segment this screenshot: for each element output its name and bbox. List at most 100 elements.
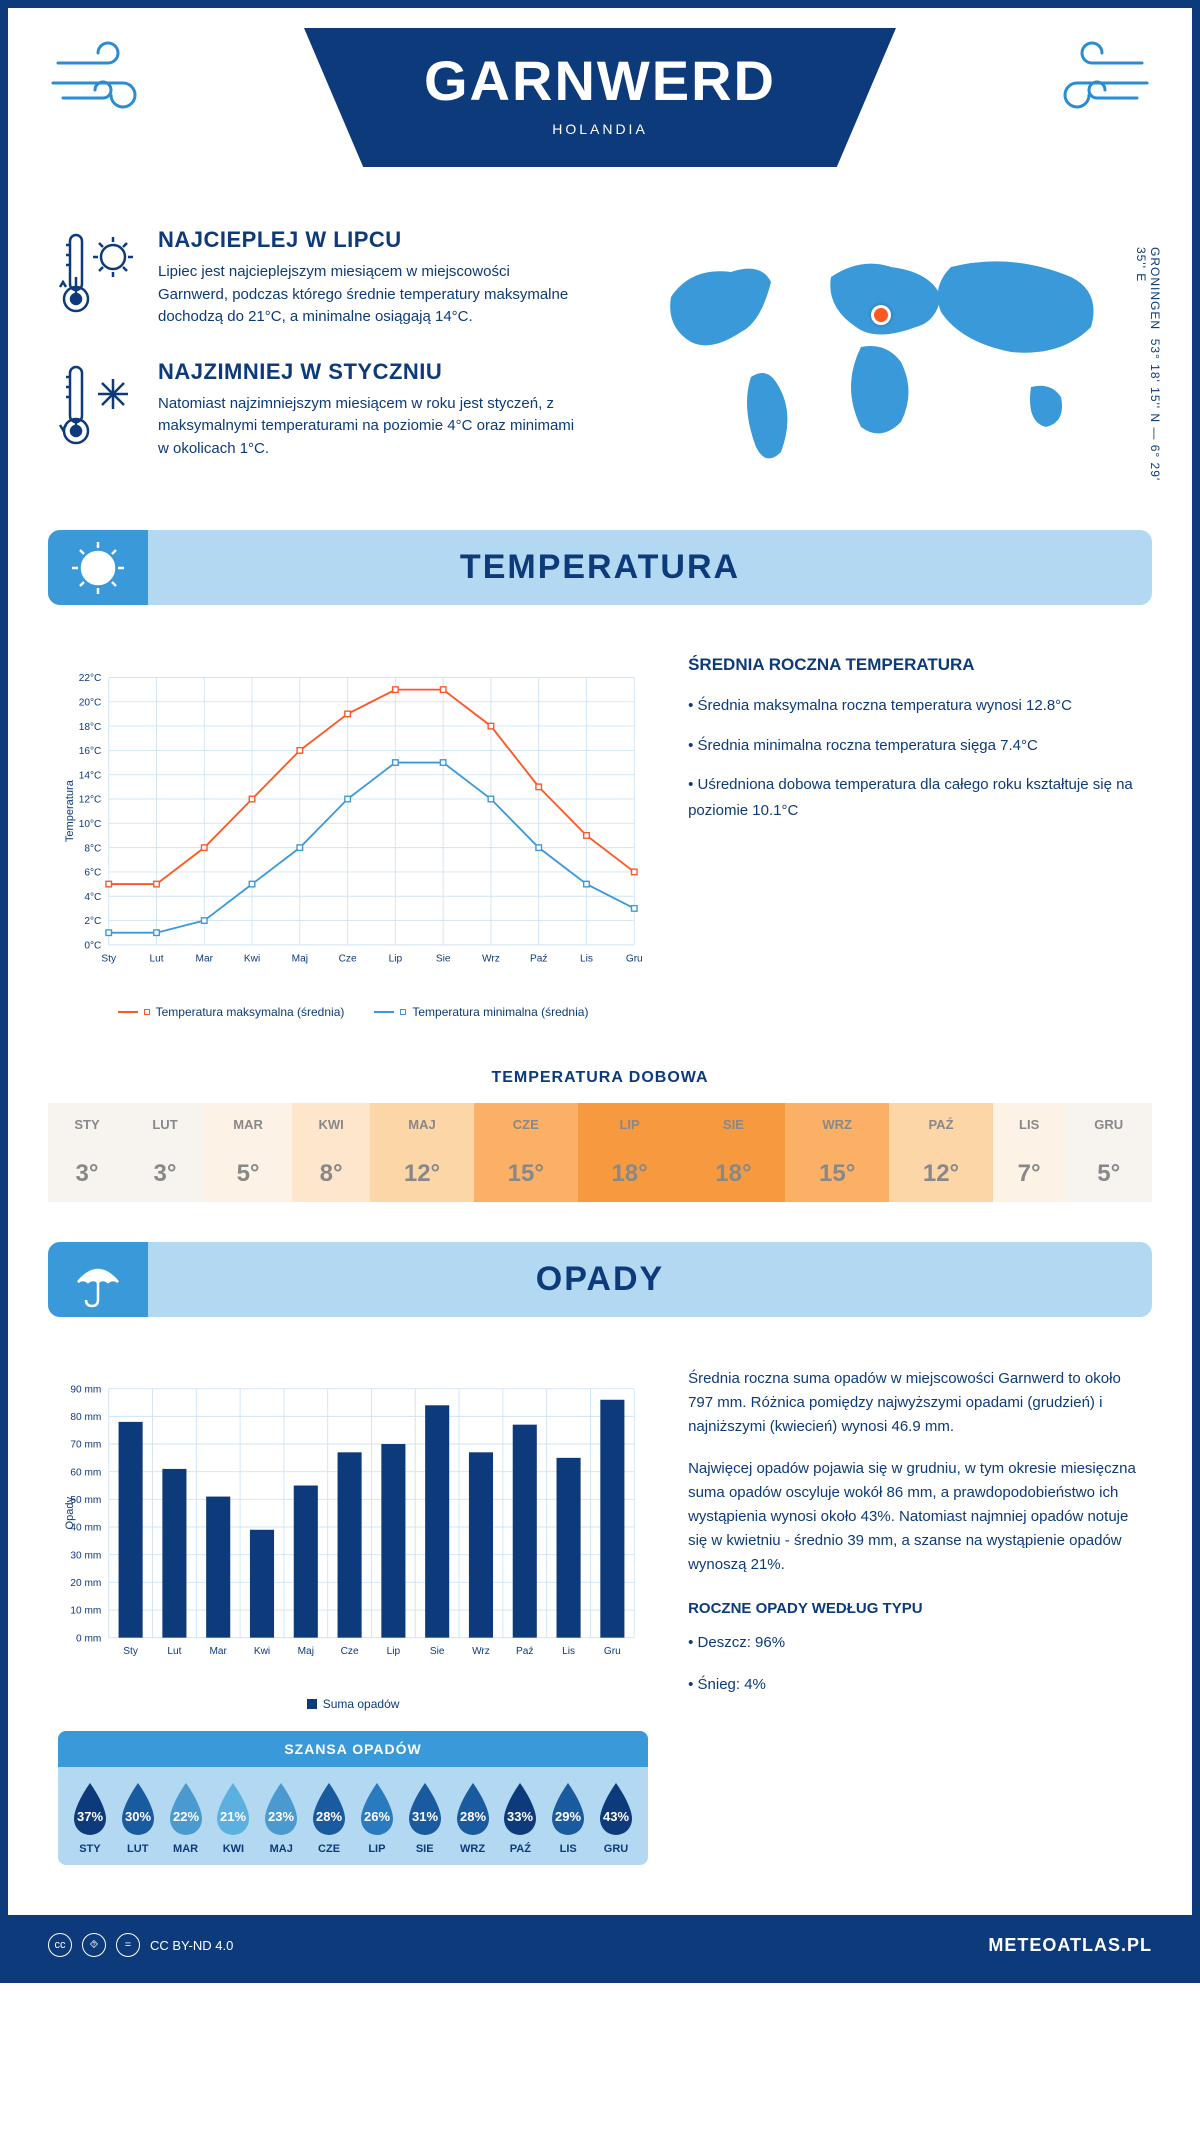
svg-text:90 mm: 90 mm: [70, 1384, 101, 1395]
svg-text:22°C: 22°C: [79, 673, 102, 684]
svg-text:Gru: Gru: [626, 953, 643, 964]
daily-temp-title: TEMPERATURA DOBOWA: [48, 1069, 1152, 1087]
cc-icon: cc: [48, 1933, 72, 1957]
temperature-legend: Temperatura maksymalna (średnia) Tempera…: [58, 1005, 648, 1019]
svg-text:28%: 28%: [460, 1809, 486, 1824]
svg-text:Lut: Lut: [167, 1646, 181, 1657]
svg-text:8°C: 8°C: [84, 843, 101, 854]
header: GARNWERD HOLANDIA: [8, 8, 1192, 207]
wind-icon: [1042, 38, 1152, 132]
svg-text:80 mm: 80 mm: [70, 1412, 101, 1423]
month-header: MAR: [204, 1103, 292, 1146]
umbrella-icon: [48, 1242, 148, 1317]
rain-drop: 31% SIE: [403, 1781, 447, 1855]
svg-text:22%: 22%: [173, 1809, 199, 1824]
svg-text:0°C: 0°C: [84, 941, 101, 952]
temp-side-title: ŚREDNIA ROCZNA TEMPERATURA: [688, 655, 1142, 675]
month-header: SIE: [682, 1103, 786, 1146]
temp-cell: 12°: [370, 1146, 474, 1202]
precip-type: • Deszcz: 96%: [688, 1631, 1142, 1655]
svg-text:10 mm: 10 mm: [70, 1606, 101, 1617]
svg-text:Paź: Paź: [530, 953, 547, 964]
svg-text:Sie: Sie: [430, 1646, 445, 1657]
rain-drop: 28% WRZ: [451, 1781, 495, 1855]
precip-type: • Śnieg: 4%: [688, 1673, 1142, 1697]
temp-cell: 18°: [682, 1146, 786, 1202]
temperature-section-header: TEMPERATURA: [48, 530, 1152, 605]
precipitation-title: OPADY: [66, 1260, 1134, 1299]
month-header: STY: [48, 1103, 126, 1146]
coordinates: GRONINGEN 53° 18' 15'' N — 6° 29' 35'' E: [1134, 247, 1162, 490]
wind-icon: [48, 38, 158, 132]
svg-text:Lip: Lip: [387, 1646, 401, 1657]
temp-cell: 18°: [578, 1146, 682, 1202]
license-text: CC BY-ND 4.0: [150, 1938, 233, 1953]
temp-cell: 5°: [1065, 1146, 1152, 1202]
svg-text:6°C: 6°C: [84, 868, 101, 879]
rain-chance-panel: SZANSA OPADÓW 37% STY 30% LUT 22%: [58, 1731, 648, 1865]
svg-text:Sty: Sty: [101, 953, 117, 964]
svg-text:Wrz: Wrz: [472, 1646, 490, 1657]
temperature-title: TEMPERATURA: [66, 548, 1134, 587]
svg-text:14°C: 14°C: [79, 770, 102, 781]
svg-text:Opady: Opady: [64, 1496, 76, 1529]
precip-types-title: ROCZNE OPADY WEDŁUG TYPU: [688, 1597, 1142, 1621]
rain-chance-title: SZANSA OPADÓW: [58, 1731, 648, 1767]
rain-drop: 26% LIP: [355, 1781, 399, 1855]
svg-text:Lut: Lut: [149, 953, 163, 964]
svg-text:20°C: 20°C: [79, 697, 102, 708]
precip-para-2: Najwięcej opadów pojawia się w grudniu, …: [688, 1457, 1142, 1577]
coldest-body: Natomiast najzimniejszym miesiącem w rok…: [158, 393, 580, 461]
month-header: MAJ: [370, 1103, 474, 1146]
temp-bullet: • Uśredniona dobowa temperatura dla całe…: [688, 772, 1142, 823]
svg-text:37%: 37%: [77, 1809, 103, 1824]
map-pin-icon: [871, 305, 891, 325]
precipitation-section-header: OPADY: [48, 1242, 1152, 1317]
svg-text:10°C: 10°C: [79, 819, 102, 830]
temp-cell: 15°: [474, 1146, 578, 1202]
world-map: [620, 227, 1142, 487]
warmest-body: Lipiec jest najcieplejszym miesiącem w m…: [158, 261, 580, 329]
svg-text:Cze: Cze: [339, 953, 357, 964]
month-header: LUT: [126, 1103, 204, 1146]
country-name: HOLANDIA: [424, 121, 776, 137]
city-name: GARNWERD: [424, 48, 776, 113]
precip-para-1: Średnia roczna suma opadów w miejscowośc…: [688, 1367, 1142, 1439]
temperature-content: 0°C2°C4°C6°C8°C10°C12°C14°C16°C18°C20°C2…: [8, 625, 1192, 1049]
svg-text:29%: 29%: [555, 1809, 581, 1824]
temp-cell: 8°: [292, 1146, 370, 1202]
month-header: KWI: [292, 1103, 370, 1146]
precipitation-legend: Suma opadów: [58, 1697, 648, 1711]
svg-text:Temperatura: Temperatura: [64, 779, 76, 842]
svg-text:Kwi: Kwi: [244, 953, 260, 964]
rain-drop: 37% STY: [68, 1781, 112, 1855]
rain-drop: 29% LIS: [546, 1781, 590, 1855]
daily-temperature-table: TEMPERATURA DOBOWA STYLUTMARKWIMAJCZELIP…: [48, 1069, 1152, 1202]
rain-drop: 23% MAJ: [259, 1781, 303, 1855]
svg-text:43%: 43%: [603, 1809, 629, 1824]
svg-text:4°C: 4°C: [84, 892, 101, 903]
thermometer-snow-icon: [58, 359, 138, 461]
title-banner: GARNWERD HOLANDIA: [304, 28, 896, 167]
rain-drop: 30% LUT: [116, 1781, 160, 1855]
svg-text:30 mm: 30 mm: [70, 1550, 101, 1561]
svg-text:0 mm: 0 mm: [76, 1633, 101, 1644]
svg-text:2°C: 2°C: [84, 916, 101, 927]
warmest-block: NAJCIEPLEJ W LIPCU Lipiec jest najcieple…: [58, 227, 580, 329]
svg-text:Paź: Paź: [516, 1646, 533, 1657]
svg-text:Kwi: Kwi: [254, 1646, 270, 1657]
svg-text:Sty: Sty: [123, 1646, 139, 1657]
month-header: LIP: [578, 1103, 682, 1146]
rain-drop: 43% GRU: [594, 1781, 638, 1855]
svg-text:18°C: 18°C: [79, 722, 102, 733]
coldest-title: NAJZIMNIEJ W STYCZNIU: [158, 359, 580, 385]
svg-text:33%: 33%: [507, 1809, 533, 1824]
svg-text:Gru: Gru: [604, 1646, 621, 1657]
svg-text:Lis: Lis: [580, 953, 593, 964]
svg-text:28%: 28%: [316, 1809, 342, 1824]
sun-icon: [48, 530, 148, 605]
svg-text:70 mm: 70 mm: [70, 1440, 101, 1451]
thermometer-sun-icon: [58, 227, 138, 329]
svg-text:60 mm: 60 mm: [70, 1467, 101, 1478]
rain-drop: 22% MAR: [164, 1781, 208, 1855]
